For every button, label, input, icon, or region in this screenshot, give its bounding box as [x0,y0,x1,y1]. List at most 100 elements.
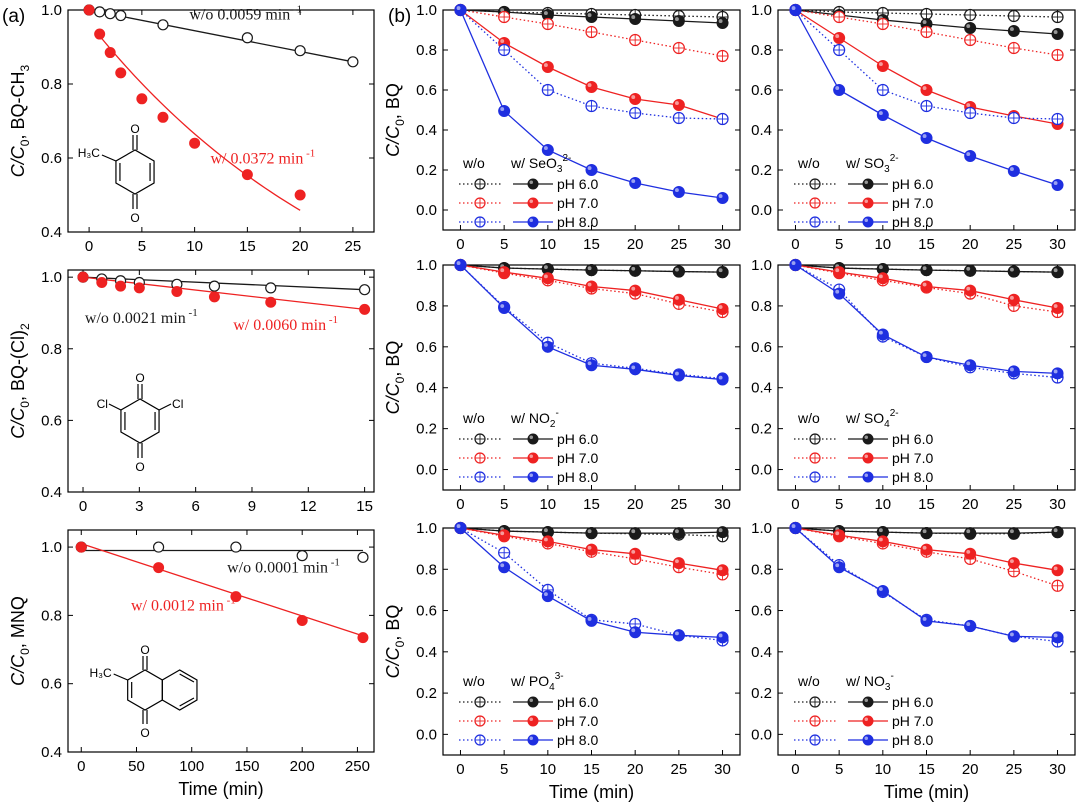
legend-header-without: w/o [462,673,485,689]
y-tick-label: 0.0 [416,726,437,743]
data-point [498,561,511,574]
data-point [1007,527,1020,540]
data-point [920,280,933,293]
point-highlight [631,286,636,291]
point-highlight [675,17,679,22]
text-span: -1 [328,557,340,569]
data-point [115,67,127,79]
legend-label: pH 7.0 [892,195,933,211]
legend-label: pH 8.0 [892,214,933,230]
legend-label: pH 7.0 [892,713,933,729]
x-tick-label: 15 [356,498,373,515]
data-point [541,272,554,285]
data-point [1007,25,1020,37]
data-point [862,452,874,464]
text-span: , BQ [383,605,403,641]
point-highlight [587,545,592,550]
fit-line [88,9,354,63]
y-tick-label: 0.4 [416,380,437,397]
legend-header-with: w/ NO2- [510,408,559,430]
x-tick-label: 0 [77,758,85,775]
x-tick-label: 25 [1006,761,1023,778]
text-span: w/o 0.0021 min [85,310,186,327]
data-point [629,363,642,376]
point-highlight [835,86,840,90]
legend-label: pH 8.0 [892,469,933,485]
data-point [920,614,933,627]
y-tick-label: 0.0 [751,462,772,479]
y-axis-label: C/C0, BQ-(Cl)2 [8,323,32,439]
point-highlight [966,152,971,156]
legend-header-with: w/ SO42- [845,408,899,430]
legend-label: pH 6.0 [557,694,598,710]
data-point [672,369,685,382]
point-highlight [543,146,548,150]
data-point [1051,564,1064,577]
data-point [104,8,116,20]
data-point [920,264,933,277]
text-span: - [890,671,893,682]
panel-label-b: (b) [388,6,411,27]
methyl-bond [113,673,128,681]
point-highlight [543,265,548,270]
x-axis-label: Time (min) [549,782,634,802]
y-tick-label: 0.2 [416,685,437,702]
data-point [716,192,729,204]
atom-label: Cl [97,397,108,411]
point-highlight [543,274,548,279]
text-span: C/C [8,654,28,686]
text-span: 0 [18,648,32,655]
point-highlight [500,304,505,308]
point-highlight [529,199,533,203]
text-span: C/C [383,125,403,157]
point-highlight [631,549,636,554]
data-point [629,13,642,25]
point-highlight [966,361,971,366]
text-span: , BQ-(Cl) [8,330,28,401]
point-highlight [718,375,723,380]
legend-header-with: w/ NO3- [845,671,894,693]
point-highlight [529,698,533,702]
x-tick-label: 5 [500,496,508,513]
legend-label: pH 6.0 [892,694,933,710]
x-tick-label: 15 [918,761,935,778]
point-highlight [587,13,592,17]
x-tick-label: 25 [671,236,688,253]
x-axis-label: Time (min) [178,779,263,799]
data-point [920,84,933,96]
atom-label: H₃C [89,666,112,680]
plot-frame [67,529,375,753]
data-point [862,197,874,209]
data-point [789,259,802,271]
point-highlight [718,194,723,198]
point-highlight [543,537,548,542]
data-point [230,541,242,553]
data-point [498,105,511,117]
data-point [585,81,598,93]
point-highlight [1010,167,1014,171]
text-span: , MNQ [8,596,28,648]
ring-bond [161,669,198,711]
chart-panel-b1: 0 5 10 15 20 25 300.00.20.40.60.81.0C/C0, BQw/… [383,2,741,253]
point-highlight [456,6,461,10]
chloro-bond [158,403,172,411]
point-highlight [1053,30,1058,34]
text-span: -1 [326,314,338,326]
legend-label: pH 7.0 [892,450,933,466]
rate-annotation: w/ 0.0372 min -1 [210,148,315,168]
x-tick-label: 25 [671,496,688,513]
y-tick-label: 0.6 [751,339,772,356]
legend-label: pH 6.0 [557,431,598,447]
point-highlight [631,365,636,370]
data-point [585,527,598,540]
point-highlight [631,529,636,534]
text-span: C/C [383,646,403,678]
y-tick-label: 0.6 [416,603,437,620]
point-highlight [587,166,592,170]
data-point [75,541,87,553]
x-tick-label: 0 [456,761,464,778]
data-point [629,527,642,540]
legend-label: pH 7.0 [557,713,598,729]
x-tick-label: 30 [714,236,731,253]
data-point [862,715,874,727]
